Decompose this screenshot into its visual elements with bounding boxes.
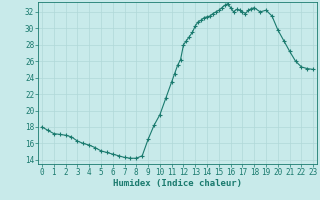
X-axis label: Humidex (Indice chaleur): Humidex (Indice chaleur)	[113, 179, 242, 188]
